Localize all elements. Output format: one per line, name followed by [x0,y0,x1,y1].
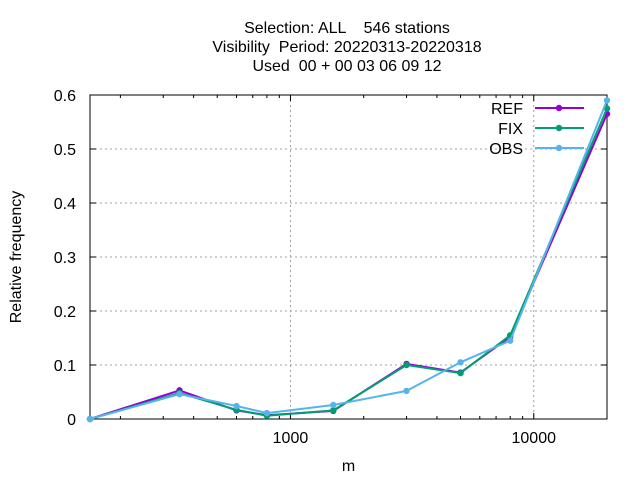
title-line: Visibility Period: 20220313-20220318 [212,39,481,56]
data-point-obs [86,415,94,423]
y-tick-label: 0 [67,412,76,429]
y-tick-label: 0.3 [54,250,76,267]
data-point-fix [403,361,410,369]
series [86,97,611,423]
y-tick-label: 0.5 [54,142,76,159]
y-tick-label: 0.2 [54,304,76,321]
data-point-obs [263,409,271,417]
data-point-fix [330,407,337,414]
data-point-obs [233,402,240,410]
y-tick-label: 0.6 [54,88,76,105]
x-axis-label: m [342,458,355,475]
data-point-fix [457,369,464,377]
series-line-ref [89,113,608,420]
grid [90,95,607,419]
data-point-obs [403,387,410,395]
data-point-obs [603,97,611,104]
legend-label-obs: OBS [489,141,523,158]
data-point-obs [330,401,337,409]
plot-frame [89,94,608,420]
data-point-obs [506,337,514,344]
legend-label-fix: FIX [498,121,523,138]
data-point-obs [457,359,464,366]
title-line: Used 00 + 00 03 06 09 12 [252,58,441,75]
legend: REF FIX OBS [489,101,584,158]
series-line-obs [89,100,608,420]
title-line: Selection: ALL 546 stations [244,20,450,37]
axis-ticks: 0 0.1 0.2 0.3 0.4 0.5 0.6 1000 10000 [54,88,607,447]
data-point-obs [176,390,183,398]
y-tick-label: 0.4 [54,196,76,213]
legend-marker-ref [555,104,563,112]
y-tick-label: 0.1 [54,358,76,375]
legend-label-ref: REF [491,101,523,118]
legend-marker-obs [555,144,563,152]
series-line-fix [89,108,608,420]
legend-marker-fix [555,124,563,132]
x-tick-label: 10000 [512,430,557,447]
x-tick-label: 1000 [273,430,309,447]
y-axis-label: Relative frequency [8,191,25,324]
chart-title: Selection: ALL 546 stations Visibility Pe… [212,20,481,75]
